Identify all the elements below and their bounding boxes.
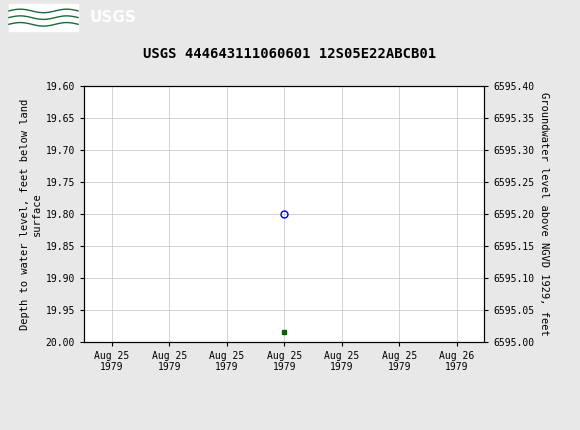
Y-axis label: Groundwater level above NGVD 1929, feet: Groundwater level above NGVD 1929, feet (539, 92, 549, 336)
Bar (9, 4, 78, 31)
Y-axis label: Depth to water level, feet below land
surface: Depth to water level, feet below land su… (20, 98, 42, 329)
Text: USGS 444643111060601 12S05E22ABCB01: USGS 444643111060601 12S05E22ABCB01 (143, 47, 437, 61)
Text: USGS: USGS (90, 10, 137, 25)
